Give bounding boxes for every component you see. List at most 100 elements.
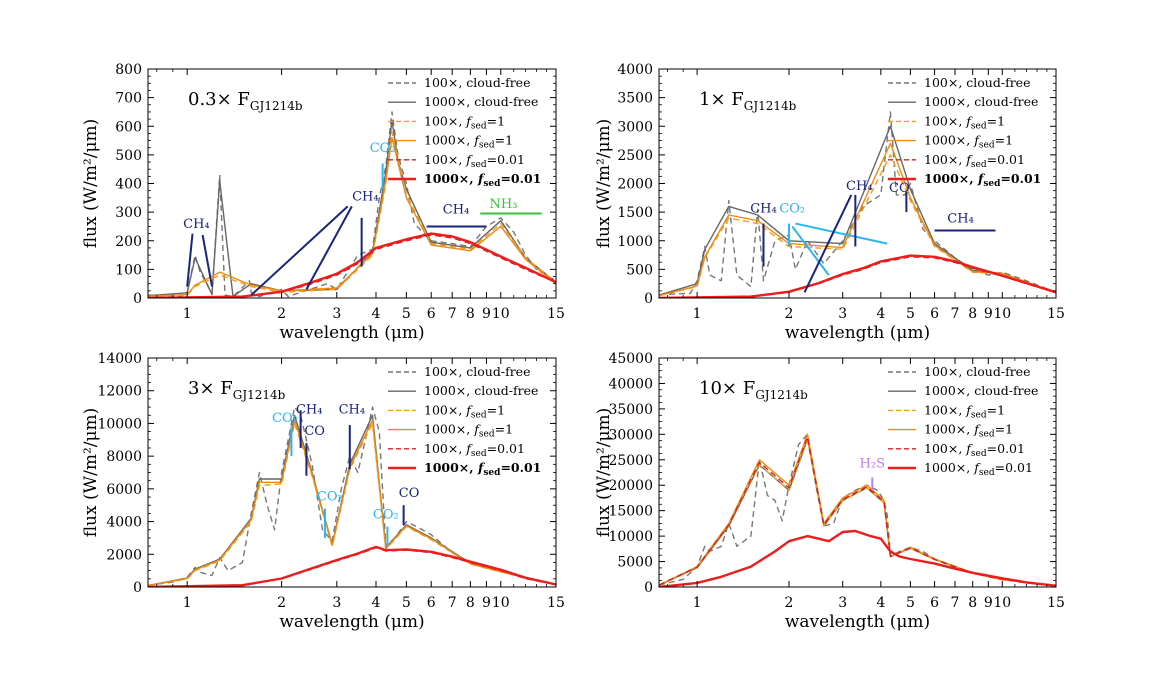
y-axis-label: flux (W/m²/μm) [594, 408, 614, 538]
legend-label: 100×, cloud-free [924, 364, 1030, 379]
legend-label-f: f [965, 152, 973, 167]
legend-label: 1000×, fsed=1 [924, 422, 1013, 440]
annotation-label: CO₂ [317, 489, 343, 504]
y-tick-label: 100 [115, 262, 142, 278]
legend-label: 1000×, fsed=1 [424, 422, 513, 440]
x-tick-label: 2 [277, 306, 286, 322]
annotation-label: CO₂ [373, 507, 399, 522]
y-tick-label: 20000 [608, 478, 653, 494]
x-tick-label: 7 [448, 595, 457, 611]
legend-label-f: f [465, 402, 473, 417]
annotation-ch4: CH₄ [426, 203, 487, 228]
y-tick-label: 400 [115, 177, 142, 193]
legend-label: 100×, cloud-free [424, 75, 530, 90]
y-tick-label: 4000 [106, 515, 142, 531]
legend-label-part: 1000×, [924, 171, 978, 186]
annotation-co2: CO₂ [779, 202, 888, 276]
series-line-4 [148, 234, 556, 298]
legend-label-part: 1000×, [424, 133, 474, 148]
legend-label-val: =0.01 [987, 441, 1025, 456]
legend-label-part: 100×, [424, 402, 466, 417]
annotation-ch4: CH₄ [250, 190, 379, 296]
y-tick-label: 10000 [608, 529, 653, 545]
y-tick-label: 4000 [617, 62, 653, 78]
y-tick-label: 10000 [97, 416, 142, 432]
legend-label-val: =1 [495, 422, 513, 437]
x-tick-label: 3 [332, 306, 341, 322]
x-tick-label: 1 [693, 306, 702, 322]
legend-label: 1000×, fsed=0.01 [924, 460, 1033, 478]
x-axis-label: wavelength (μm) [279, 323, 424, 343]
annotation-line [803, 194, 853, 293]
series-line-4 [659, 256, 1056, 298]
annotation-line [201, 234, 213, 287]
legend-label-part: 100×, [924, 152, 966, 167]
x-tick-label: 5 [906, 595, 915, 611]
x-tick-label: 10 [993, 595, 1011, 611]
x-tick-label: 3 [332, 595, 341, 611]
annotation-co: CO [399, 486, 419, 525]
legend-label-sub: sed [471, 449, 487, 459]
series-line-3 [148, 419, 556, 587]
annotation-ch4: CH₄ [339, 403, 365, 470]
legend-label-part: 100×, [424, 113, 466, 128]
panel-title-main: 3× F [188, 378, 233, 399]
annotation-co2: CO₂ [317, 489, 343, 538]
x-tick-label: 1 [183, 306, 192, 322]
y-tick-label: 600 [115, 119, 142, 135]
legend-label-val: =0.01 [487, 152, 525, 167]
panel-title-main: 10× F [699, 378, 755, 399]
legend-label: 1000×, cloud-free [424, 383, 538, 398]
panel-title-subscript: GJ1214b [744, 99, 797, 113]
annotation-line [305, 205, 353, 290]
legend-label-part: 1000×, [924, 133, 974, 148]
legend-label: 1000×, cloud-free [924, 94, 1038, 109]
legend-label-val: =0.01 [487, 441, 525, 456]
x-tick-label: 9 [482, 595, 491, 611]
x-tick-label: 9 [984, 595, 993, 611]
x-tick-label: 2 [785, 595, 794, 611]
series-group [659, 433, 1056, 587]
y-tick-label: 5000 [617, 555, 653, 571]
x-tick-label: 10 [492, 306, 510, 322]
legend-label-sub: sed [483, 468, 501, 478]
y-tick-label: 2500 [617, 148, 653, 164]
legend-label-f: f [965, 441, 973, 456]
legend-label-val: =1 [987, 113, 1005, 128]
legend-label-f: f [973, 133, 981, 148]
x-tick-label: 6 [427, 595, 436, 611]
y-tick-label: 0 [133, 580, 142, 596]
legend-label-f: f [973, 422, 981, 437]
legend-label-sub: sed [979, 141, 995, 151]
series-line-5 [659, 254, 1056, 298]
x-tick-label: 8 [466, 306, 475, 322]
annotation-line [250, 205, 349, 296]
x-tick-label: 4 [876, 595, 885, 611]
series-line-1 [659, 125, 1056, 296]
annotation-label: CH₄ [352, 190, 379, 205]
legend-label-f: f [473, 133, 481, 148]
legend-label-val: =1 [987, 402, 1005, 417]
legend-label: 1000×, fsed=0.01 [424, 171, 541, 189]
x-tick-label: 6 [930, 306, 939, 322]
legend-label: 100×, fsed=1 [924, 113, 1005, 131]
y-axis-label: flux (W/m²/μm) [81, 408, 101, 538]
x-tick-label: 1 [693, 595, 702, 611]
series-line-3 [659, 433, 1056, 587]
y-tick-label: 12000 [97, 384, 142, 400]
legend-label: 100×, cloud-free [424, 364, 530, 379]
x-tick-label: 10 [993, 306, 1011, 322]
legend-label-sub: sed [483, 179, 501, 189]
legend-label-val: =0.01 [500, 171, 541, 186]
panel-title: 0.3× FGJ1214b [188, 89, 303, 113]
annotation-label: CO₂ [779, 202, 805, 217]
x-tick-label: 1 [183, 595, 192, 611]
series-line-0 [148, 406, 556, 587]
legend-label-val: =1 [995, 133, 1013, 148]
x-tick-label: 3 [838, 595, 847, 611]
legend-label-part: 100×, [924, 402, 966, 417]
annotation-ch4: CH₄ [803, 179, 873, 293]
x-tick-label: 2 [277, 595, 286, 611]
annotation-label: CH₄ [183, 217, 210, 232]
series-line-0 [659, 433, 1056, 587]
